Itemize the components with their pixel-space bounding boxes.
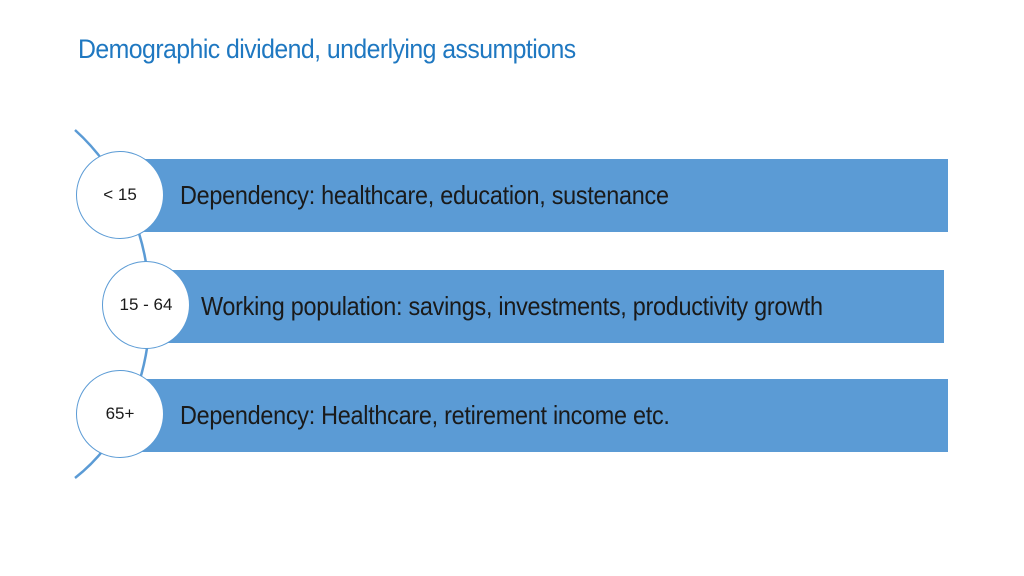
band-label-15-64: Working population: savings, investments… — [201, 291, 823, 321]
band-under-15: Dependency: healthcare, education, suste… — [118, 158, 948, 232]
age-circle-15-64: 15 - 64 — [102, 261, 190, 349]
band-label-under-15: Dependency: healthcare, education, suste… — [180, 180, 669, 210]
band-65-plus: Dependency: Healthcare, retirement incom… — [118, 378, 948, 452]
band-15-64: Working population: savings, investments… — [143, 269, 944, 343]
age-circle-65-plus: 65+ — [76, 370, 164, 458]
band-label-65-plus: Dependency: Healthcare, retirement incom… — [180, 400, 670, 430]
slide-title: Demographic dividend, underlying assumpt… — [78, 34, 576, 64]
age-circle-under-15: < 15 — [76, 151, 164, 239]
